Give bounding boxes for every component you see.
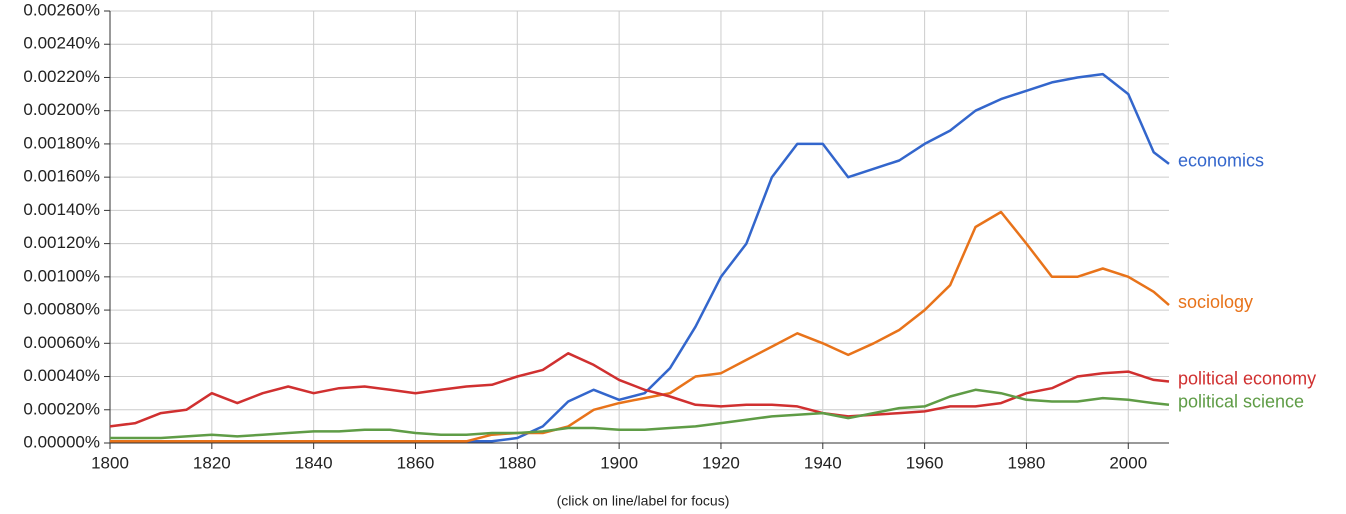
y-tick-label: 0.00000%	[23, 432, 100, 451]
y-tick-label: 0.00020%	[23, 399, 100, 418]
series-line	[110, 210, 1170, 443]
y-tick-label: 0.00060%	[23, 333, 100, 352]
x-tick-label: 1860	[397, 453, 435, 472]
x-tick-label: 1900	[600, 453, 638, 472]
y-tick-label: 0.00040%	[23, 366, 100, 385]
x-tick-label: 1920	[702, 453, 740, 472]
series-line	[110, 72, 1170, 443]
y-tick-label: 0.00080%	[23, 300, 100, 319]
footnote: (click on line/label for focus)	[557, 493, 730, 509]
y-tick-label: 0.00100%	[23, 266, 100, 285]
series-label[interactable]: political science	[1178, 392, 1304, 412]
x-tick-label: 1840	[295, 453, 333, 472]
y-tick-label: 0.00120%	[23, 233, 100, 252]
x-tick-label: 1960	[906, 453, 944, 472]
x-tick-label: 1940	[804, 453, 842, 472]
series-label[interactable]: political economy	[1178, 368, 1316, 388]
y-tick-label: 0.00240%	[23, 34, 100, 53]
x-tick-label: 2000	[1109, 453, 1147, 472]
y-tick-label: 0.00160%	[23, 167, 100, 186]
series-line	[110, 388, 1170, 440]
y-tick-label: 0.00140%	[23, 200, 100, 219]
series-label[interactable]: sociology	[1178, 292, 1253, 312]
x-tick-label: 1820	[193, 453, 231, 472]
x-tick-label: 1880	[498, 453, 536, 472]
y-tick-label: 0.00180%	[23, 133, 100, 152]
series-label[interactable]: economics	[1178, 151, 1264, 171]
series-line	[109, 352, 1170, 428]
y-tick-label: 0.00200%	[23, 100, 100, 119]
y-tick-label: 0.00220%	[23, 67, 100, 86]
y-tick-label: 0.00260%	[23, 0, 100, 19]
x-tick-label: 1800	[91, 453, 129, 472]
x-tick-label: 1980	[1008, 453, 1046, 472]
